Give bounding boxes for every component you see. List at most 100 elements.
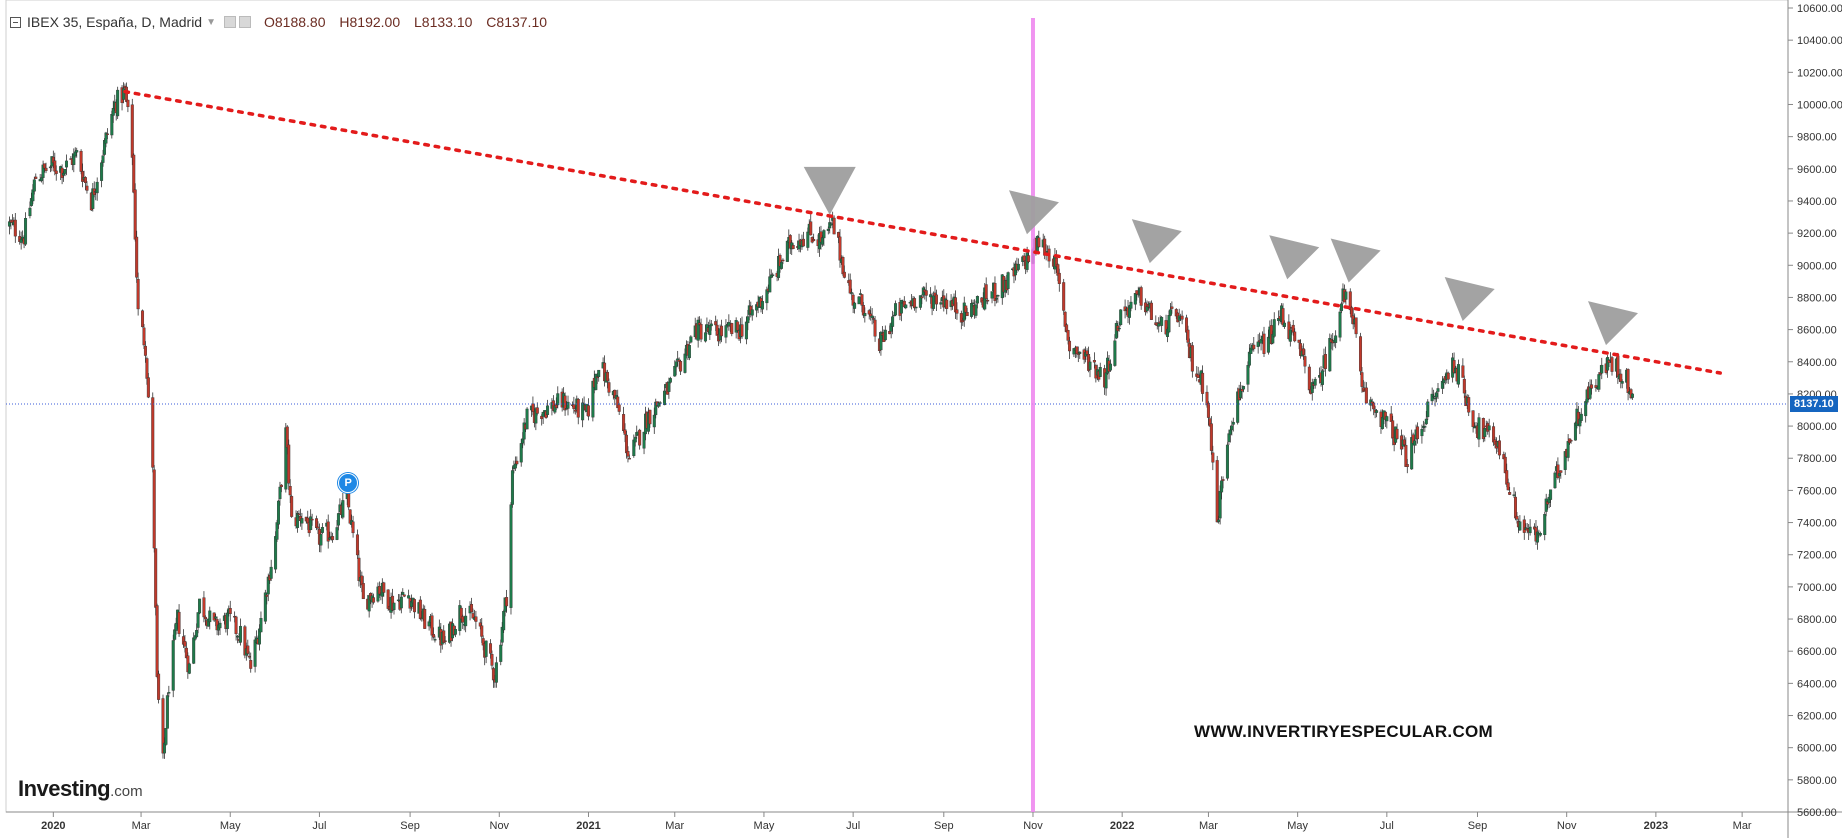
close-value: C8137.10 [486, 14, 548, 30]
settings-icon[interactable] [224, 16, 236, 28]
candle-body [920, 296, 924, 299]
candle-body [652, 414, 656, 428]
candle-body [79, 150, 83, 172]
candle-body [228, 608, 232, 615]
candle-body [274, 536, 278, 570]
candle-body [1579, 413, 1583, 421]
candle-body [1240, 389, 1244, 392]
candle-body [1518, 521, 1522, 531]
candle-body [502, 611, 506, 631]
candle-body [453, 629, 457, 635]
candle-body [586, 405, 590, 417]
candle-body [809, 221, 813, 236]
candle-body [1190, 345, 1194, 372]
event-badge[interactable]: P [338, 473, 359, 494]
y-tick-label: 7800.00 [1797, 453, 1837, 465]
candle-body [1557, 473, 1561, 477]
y-tick-label: 9200.00 [1797, 228, 1837, 240]
candle-body [195, 630, 199, 638]
candle-body [566, 401, 570, 409]
candle-body [781, 259, 785, 262]
candle-body [1217, 519, 1221, 522]
y-tick-label: 9000.00 [1797, 260, 1837, 272]
candle-body [278, 486, 282, 500]
candle-body [1037, 237, 1041, 248]
candle-body [110, 114, 114, 136]
candle-body [515, 460, 519, 465]
candle-body [101, 155, 105, 163]
candle-body [165, 695, 169, 729]
candle-body [1206, 402, 1210, 418]
candle-body [336, 513, 340, 526]
candle-body [820, 237, 824, 245]
candle-body [863, 313, 867, 317]
last-price-label: 8137.10 [1790, 396, 1838, 413]
y-tick-label: 10000.00 [1797, 99, 1842, 111]
candle-body [1473, 426, 1477, 429]
candle-body [1549, 489, 1553, 500]
candle-body [407, 595, 411, 599]
candle-body [24, 218, 28, 245]
candle-body [494, 662, 498, 683]
candle-body [970, 303, 974, 317]
candle-body [277, 500, 281, 525]
chevron-down-icon[interactable]: ▼ [206, 16, 216, 28]
candle-body [1385, 416, 1389, 422]
candle-body [187, 663, 191, 674]
candle-body [164, 728, 168, 745]
candle-body [157, 673, 161, 700]
candle-body [1328, 338, 1332, 372]
candle-body [709, 323, 713, 327]
candle-body [372, 597, 376, 603]
candle-body [1600, 364, 1604, 374]
candle-body [174, 622, 178, 631]
candle-body [1597, 374, 1601, 390]
watermark: WWW.INVERTIRYESPECULAR.COM [1194, 722, 1493, 741]
candle-body [341, 500, 345, 518]
visibility-icon[interactable] [239, 16, 251, 28]
candle-body [288, 486, 292, 496]
candle-body [490, 654, 494, 666]
candle-body [554, 404, 558, 408]
y-tick-label: 8400.00 [1797, 357, 1837, 369]
candle-body [1395, 428, 1399, 439]
candle-body [1497, 440, 1501, 456]
collapse-icon[interactable] [10, 16, 21, 28]
candle-body [1085, 350, 1089, 355]
candle-body [259, 618, 263, 633]
y-tick-label: 9400.00 [1797, 196, 1837, 208]
candle-body [111, 107, 115, 116]
candle-body [932, 295, 936, 309]
candle-body [1380, 416, 1384, 429]
candle-body [872, 318, 876, 320]
candle-body [1515, 515, 1519, 520]
candle-body [1272, 319, 1276, 337]
symbol-label[interactable]: IBEX 35, España, D, Madrid [27, 14, 203, 30]
candle-body [1566, 441, 1570, 458]
candle-body [246, 645, 250, 654]
x-tick-label: Mar [1199, 820, 1218, 832]
candle-body [1432, 395, 1436, 398]
y-tick-label: 10200.00 [1797, 67, 1842, 79]
candle-body [1606, 357, 1610, 371]
x-tick-label: Jul [1380, 820, 1394, 832]
candle-body [290, 496, 294, 517]
candle-body [145, 358, 149, 379]
candle-body [513, 463, 517, 469]
candle-body [1320, 370, 1324, 385]
candle-body [1588, 386, 1592, 399]
candle-body [740, 324, 744, 337]
candle-body [1282, 322, 1286, 327]
y-tick-label: 9800.00 [1797, 132, 1837, 144]
candle-body [377, 586, 381, 595]
candle-body [1281, 308, 1285, 326]
candle-body [1016, 263, 1020, 270]
x-tick-label: Mar [1733, 820, 1752, 832]
candle-body [34, 176, 38, 179]
resistance-marker [1588, 301, 1639, 346]
candle-body [1092, 360, 1096, 363]
candle-body [331, 536, 335, 541]
x-tick-label: Nov [1023, 820, 1043, 832]
candle-body [1512, 494, 1516, 496]
